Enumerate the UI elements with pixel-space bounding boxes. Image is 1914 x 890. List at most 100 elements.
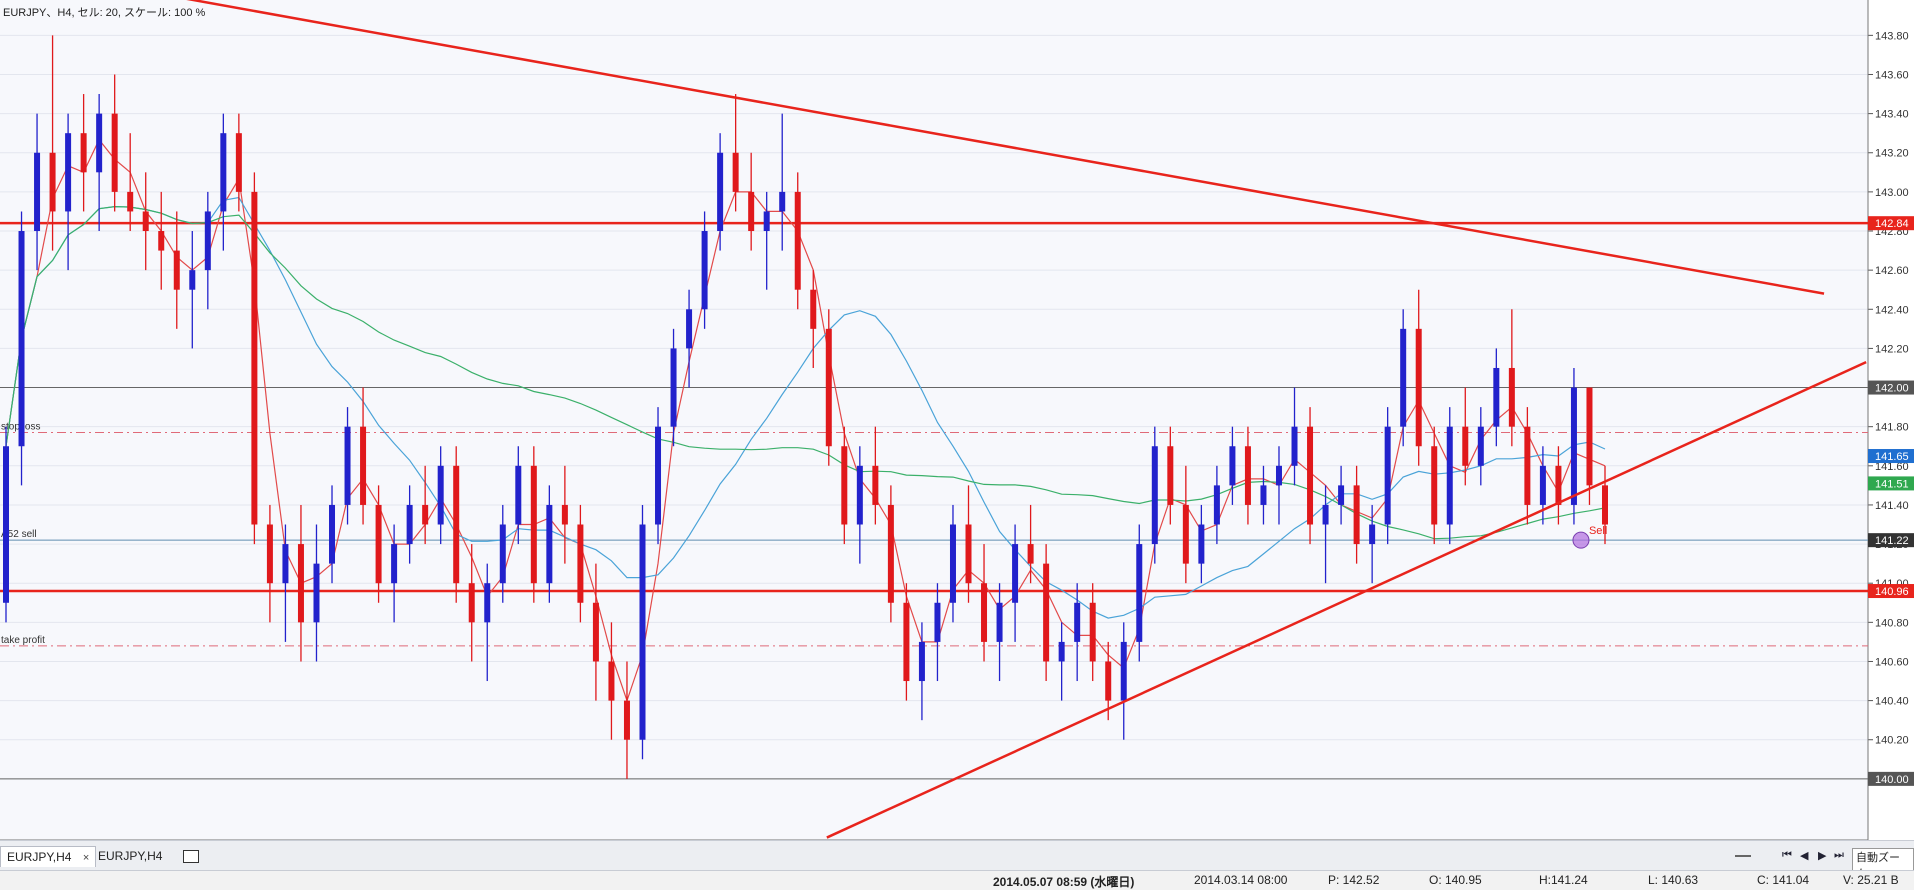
candle-body [686,309,693,349]
candle-body [1353,485,1360,545]
price-label-box [1868,449,1914,464]
candle-body [841,446,848,525]
candle-body [1477,426,1484,466]
candle-body [1602,485,1608,525]
candle-body [530,465,537,584]
candle-body [1244,446,1251,505]
candle-body [1555,465,1562,505]
candle-body [235,133,242,192]
status-v: V: 25.21 B [1843,873,1899,887]
candle-body [577,524,584,603]
candle-body [1074,602,1081,642]
candle-body [1539,465,1546,505]
sell-label: Sell [1589,525,1607,537]
candle-body [499,524,506,584]
price-label-box [1868,216,1914,231]
candle-body [282,544,289,584]
candle-body [422,504,429,525]
candle-body [1384,426,1391,525]
candle-body [981,583,988,642]
candle-body [266,524,273,584]
y-tick-label: 140.60 [1875,656,1909,668]
candle-body [1446,426,1453,525]
candle-body [1431,446,1438,525]
close-tab-icon[interactable]: × [82,852,90,864]
candle-body [1260,485,1267,505]
y-tick-label: 143.60 [1875,69,1909,81]
y-tick-label: 140.80 [1875,617,1909,629]
candle-body [701,231,708,310]
y-tick-label: 140.20 [1875,735,1909,747]
status-bar-time: 2014.03.14 08:00 [1194,873,1288,887]
chart-tab-bar: EURJPY,H4 × EURJPY,H4 ⏮ ◀ ▶ ⏭ 自動ズーム [0,840,1914,882]
candle-body [80,133,87,173]
chart-canvas[interactable]: 140.00140.20140.40140.60140.80141.00141.… [0,0,1914,840]
candle-body [1198,524,1205,564]
status-h: H:141.24 [1539,873,1588,887]
candle-body [1089,602,1096,662]
tab-eurjpy-h4-2[interactable]: EURJPY,H4 [92,846,168,866]
candle-body [313,563,320,623]
candle-body [468,583,475,623]
chart-title: EURJPY、H4, セル: 20, スケール: 100 % [3,7,206,19]
price-label-text: 140.96 [1875,586,1909,598]
candle-body [918,641,925,682]
scroll-minus-icon[interactable] [1735,855,1751,857]
candle-body [546,504,553,584]
candle-body [1058,641,1065,662]
candle-body [1415,328,1422,447]
candle-body [1012,544,1019,603]
candle-body [1307,426,1314,525]
trendline [186,0,1825,295]
scroll-last-icon[interactable]: ⏭ [1834,849,1844,861]
price-label-box [1868,533,1914,548]
status-o: O: 140.95 [1429,873,1482,887]
candle-body [825,328,832,447]
candle-body [297,544,304,623]
level-label: take profit [1,635,45,646]
candle-body [127,191,134,212]
new-window-icon[interactable] [183,850,199,863]
status-l: L: 140.63 [1648,873,1699,887]
scroll-left-icon[interactable]: ◀ [1800,850,1809,862]
price-label-box [1868,380,1914,395]
candle-body [1524,426,1531,505]
candle-body [608,661,615,701]
price-label-text: 142.00 [1875,383,1909,395]
candle-body [887,504,894,603]
candle-body [732,152,739,192]
y-tick-label: 142.60 [1875,265,1909,277]
plot-background [0,0,1868,840]
candle-body [965,524,972,584]
y-tick-label: 141.80 [1875,422,1909,434]
y-tick-label: 143.80 [1875,30,1909,42]
candle-body [360,426,367,505]
candle-body [1151,446,1158,545]
candle-body [142,211,149,232]
candle-body [561,504,568,525]
candle-body [515,465,522,525]
tab-eurjpy-h4-1[interactable]: EURJPY,H4 × [0,846,97,867]
candle-body [794,191,801,290]
y-tick-label: 142.40 [1875,304,1909,316]
y-tick-label: 141.60 [1875,461,1909,473]
candle-body [872,465,879,505]
candle-body [65,133,72,212]
y-tick-label: 143.00 [1875,187,1909,199]
scroll-first-icon[interactable]: ⏮ [1782,849,1792,861]
scroll-right-icon[interactable]: ▶ [1818,850,1827,862]
price-label-text: 140.00 [1875,774,1909,786]
candle-body [1586,387,1593,486]
candle-body [251,191,258,525]
candle-body [949,524,956,603]
candle-body [1462,426,1469,466]
candle-body [173,250,180,290]
candle-body [1338,485,1345,505]
candle-body [111,113,118,192]
y-tick-label: 142.20 [1875,343,1909,355]
candle-body [34,152,41,232]
status-p: P: 142.52 [1328,873,1380,887]
status-c: C: 141.04 [1757,873,1810,887]
candle-body [1275,465,1282,486]
chart-area[interactable]: 140.00140.20140.40140.60140.80141.00141.… [0,0,1914,840]
